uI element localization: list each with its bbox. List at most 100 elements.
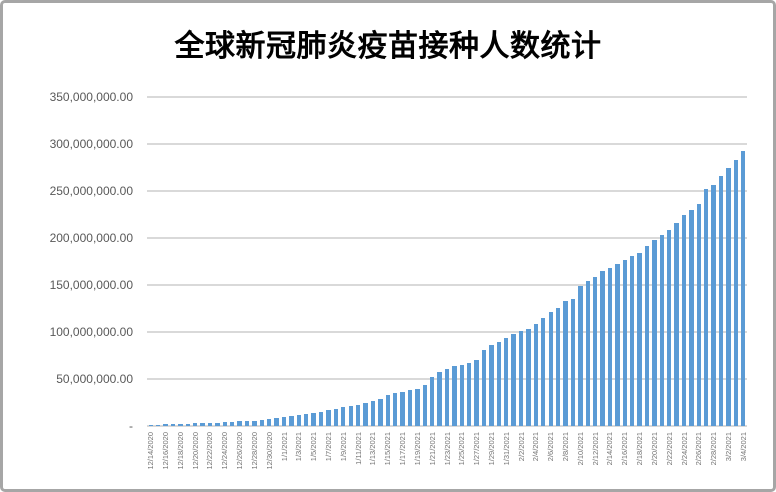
bar (355, 405, 361, 426)
x-axis-tick-label: 2/4/2021 (531, 432, 541, 462)
bar (615, 264, 620, 426)
x-axis-tick-label: 12/24/2020 (220, 432, 230, 470)
bar (311, 413, 316, 426)
x-axis-tick-label: 1/3/2021 (294, 432, 304, 462)
plot-area: - 50,000,000.00 100,000,000.00 150,000,000.… (3, 3, 773, 489)
bar (170, 424, 176, 426)
bar (622, 260, 627, 426)
x-axis-tick-label: 2/28/2021 (709, 432, 719, 466)
gridline (147, 331, 747, 333)
bar (652, 240, 657, 426)
bar (318, 412, 324, 426)
bar (496, 342, 502, 426)
bar (689, 210, 694, 426)
bar (704, 189, 709, 426)
bar (681, 215, 687, 426)
bar (407, 390, 413, 426)
bar (578, 286, 583, 426)
bar (444, 369, 450, 426)
bar (392, 393, 398, 426)
bar (207, 423, 213, 426)
bar (518, 331, 524, 426)
bar (215, 423, 220, 426)
bar (726, 168, 731, 426)
x-axis-tick-label: 2/14/2021 (605, 432, 615, 466)
x-axis-tick-label: 2/10/2021 (575, 432, 585, 466)
gridline (147, 237, 747, 239)
bar (563, 301, 568, 426)
x-axis-tick-label: 1/25/2021 (457, 432, 467, 466)
bar (163, 424, 168, 426)
x-axis-tick-label: 12/22/2020 (205, 432, 215, 470)
x-axis-tick-label: 12/30/2020 (264, 432, 274, 470)
bar (281, 417, 287, 426)
x-axis-tick-label: 12/14/2020 (146, 432, 156, 470)
x-axis-tick-label: 2/22/2021 (664, 432, 674, 466)
bar (378, 399, 383, 426)
bar (333, 409, 339, 426)
bar (370, 401, 376, 426)
x-axis-tick-label: 2/20/2021 (649, 432, 659, 466)
x-axis-tick-label: 2/24/2021 (679, 432, 689, 466)
bar (718, 176, 724, 426)
bar (289, 416, 294, 426)
bar (348, 406, 353, 426)
bar (733, 160, 739, 426)
bar (570, 299, 576, 426)
bar (555, 308, 561, 426)
bar (533, 324, 539, 426)
x-axis-tick-label: 2/6/2021 (546, 432, 556, 462)
x-axis-tick-label: 2/12/2021 (590, 432, 600, 466)
x-axis-tick-label: 1/21/2021 (427, 432, 437, 466)
bar (148, 425, 153, 426)
bar (607, 268, 613, 426)
y-axis-tick-label: - (129, 419, 133, 433)
x-axis-tick-label: 1/7/2021 (323, 432, 333, 462)
x-axis-tick-label: 3/4/2021 (738, 432, 748, 462)
bar (585, 281, 590, 426)
bar (400, 392, 405, 426)
y-axis-tick-label: 300,000,000.00 (49, 137, 133, 151)
bar (489, 345, 494, 426)
bar (363, 403, 368, 426)
bar (222, 422, 227, 426)
bar (341, 407, 346, 426)
x-axis-tick-label: 1/31/2021 (501, 432, 511, 466)
bar (237, 421, 242, 426)
bar (415, 389, 420, 426)
bar (452, 366, 457, 426)
x-axis-tick-label: 2/16/2021 (620, 432, 630, 466)
x-axis-tick-label: 12/20/2020 (190, 432, 200, 470)
x-axis-tick-label: 1/19/2021 (412, 432, 422, 466)
bar (437, 372, 442, 426)
bar (178, 424, 183, 426)
y-axis-tick-label: 100,000,000.00 (49, 325, 133, 339)
bar (667, 230, 672, 426)
x-axis-line (147, 425, 747, 427)
bar (192, 423, 198, 426)
y-axis-tick-label: 250,000,000.00 (49, 184, 133, 198)
x-axis-tick-label: 1/1/2021 (279, 432, 289, 462)
x-axis-tick-label: 12/16/2020 (161, 432, 171, 470)
x-axis-tick-label: 1/13/2021 (368, 432, 378, 466)
bar (259, 420, 264, 426)
bar (696, 204, 702, 426)
bar (274, 418, 279, 426)
x-axis-tick-label: 2/26/2021 (694, 432, 704, 466)
bar (185, 424, 190, 426)
bar (459, 365, 464, 426)
x-axis-tick-label: 2/8/2021 (561, 432, 571, 462)
gridline (147, 143, 747, 145)
bar (526, 329, 531, 426)
x-axis-tick-label: 12/26/2020 (235, 432, 245, 470)
x-axis-tick-label: 12/28/2020 (249, 432, 259, 470)
bar (385, 395, 390, 426)
x-axis-tick-label: 1/27/2021 (472, 432, 482, 466)
x-axis-tick-label: 1/5/2021 (309, 432, 319, 462)
x-axis-tick-label: 1/15/2021 (383, 432, 393, 466)
x-axis-tick-label: 1/11/2021 (353, 432, 363, 465)
y-axis-tick-label: 200,000,000.00 (49, 231, 133, 245)
bar (155, 425, 161, 426)
gridline (147, 284, 747, 286)
